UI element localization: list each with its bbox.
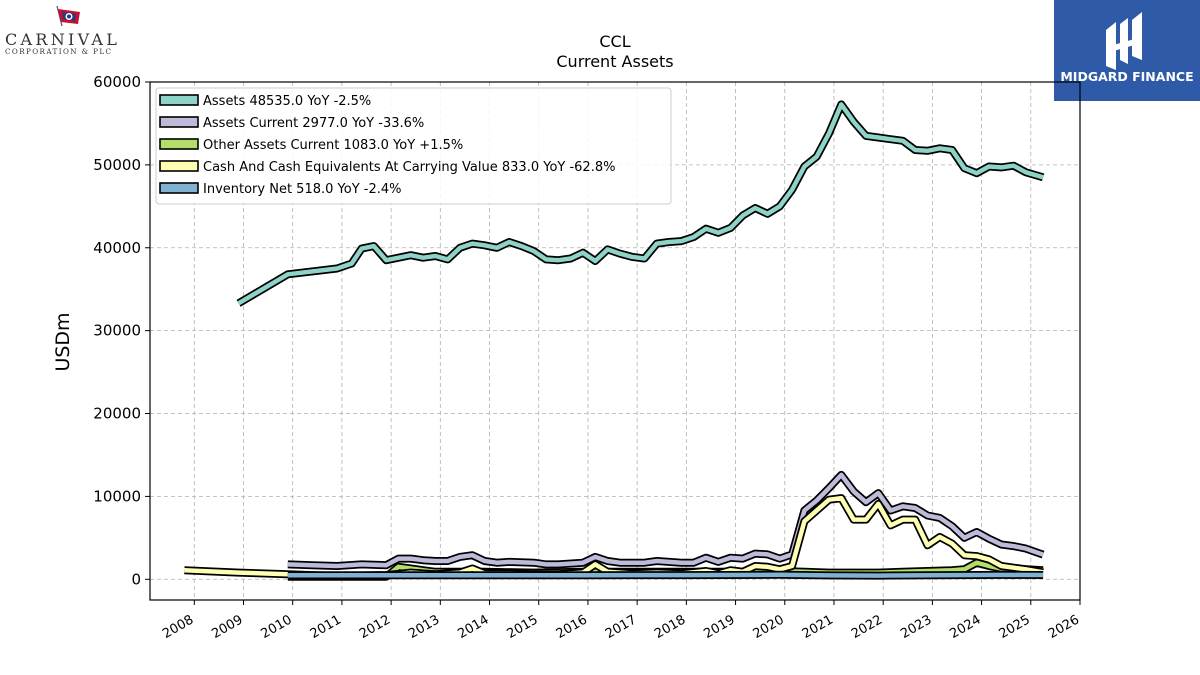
x-tick-label: 2015 — [505, 612, 541, 642]
x-tick-label: 2026 — [1046, 612, 1082, 642]
x-tick-label: 2019 — [701, 612, 737, 642]
y-tick-label: 40000 — [93, 239, 141, 257]
y-tick-label: 0 — [131, 570, 141, 588]
x-tick-label: 2016 — [554, 612, 590, 642]
y-axis-label: USDm — [52, 312, 74, 371]
legend-entry: Cash And Cash Equivalents At Carrying Va… — [203, 160, 615, 175]
series-4 — [287, 570, 1044, 580]
carnival-logo-name: CARNIVAL — [5, 30, 120, 49]
legend-swatch — [159, 138, 199, 150]
legend-entry: Assets 48535.0 YoY -2.5% — [203, 94, 371, 109]
x-tick-label: 2020 — [751, 612, 787, 642]
legend-entry: Assets Current 2977.0 YoY -33.6% — [203, 116, 424, 131]
plot-frame — [149, 81, 1081, 601]
series-line — [237, 102, 1044, 306]
y-tick-label: 30000 — [93, 322, 141, 340]
x-tick-label: 2023 — [898, 612, 934, 642]
legend-swatch — [159, 116, 199, 128]
x-tick-label: 2011 — [308, 612, 344, 642]
x-tick-label: 2021 — [800, 612, 836, 642]
x-tick-label: 2018 — [652, 612, 688, 642]
x-tick-label: 2014 — [455, 612, 491, 642]
x-tick-label: 2022 — [849, 612, 885, 642]
carnival-logo-sub: CORPORATION & PLC — [5, 47, 112, 56]
x-tick-label: 2013 — [406, 612, 442, 642]
legend-swatch — [159, 94, 199, 106]
midgard-logo-name: MIDGARD FINANCE — [1060, 69, 1193, 84]
series-line — [287, 572, 1044, 578]
x-tick-label: 2025 — [997, 612, 1033, 642]
y-tick-label: 20000 — [93, 405, 141, 423]
series-layer — [184, 100, 1045, 581]
series-1 — [287, 470, 1045, 570]
midgard-emblem-icon — [1106, 12, 1142, 70]
midgard-finance-logo: MIDGARD FINANCE — [1054, 0, 1200, 101]
x-tick-label: 2009 — [209, 612, 245, 642]
y-tick-label: 60000 — [93, 73, 141, 91]
y-tick-label: 10000 — [93, 487, 141, 505]
legend: Assets 48535.0 YoY -2.5% Assets Current 2… — [155, 87, 672, 205]
x-tick-label: 2017 — [603, 612, 639, 642]
series-line-outline — [287, 470, 1045, 570]
legend-entry: Inventory Net 518.0 YoY -2.4% — [203, 182, 402, 197]
chart-subtitle: Current Assets — [556, 52, 673, 71]
carnival-flag-icon — [56, 5, 80, 27]
legend-box — [155, 87, 672, 205]
x-tick-label: 2010 — [259, 612, 295, 642]
x-tick-label: 2012 — [357, 612, 393, 642]
legend-swatch — [159, 182, 199, 194]
legend-entry: Other Assets Current 1083.0 YoY +1.5% — [203, 138, 463, 153]
series-line — [184, 495, 1044, 579]
legend-swatch — [159, 160, 199, 172]
x-tick-label: 2024 — [947, 612, 983, 642]
x-tick-label: 2008 — [160, 612, 196, 642]
series-0 — [236, 100, 1045, 307]
carnival-logo: CARNIVAL CORPORATION & PLC — [0, 0, 140, 60]
y-tick-label: 50000 — [93, 156, 141, 174]
chart-title: CCL — [599, 32, 630, 51]
series-line — [287, 472, 1044, 569]
series-3 — [184, 494, 1044, 580]
